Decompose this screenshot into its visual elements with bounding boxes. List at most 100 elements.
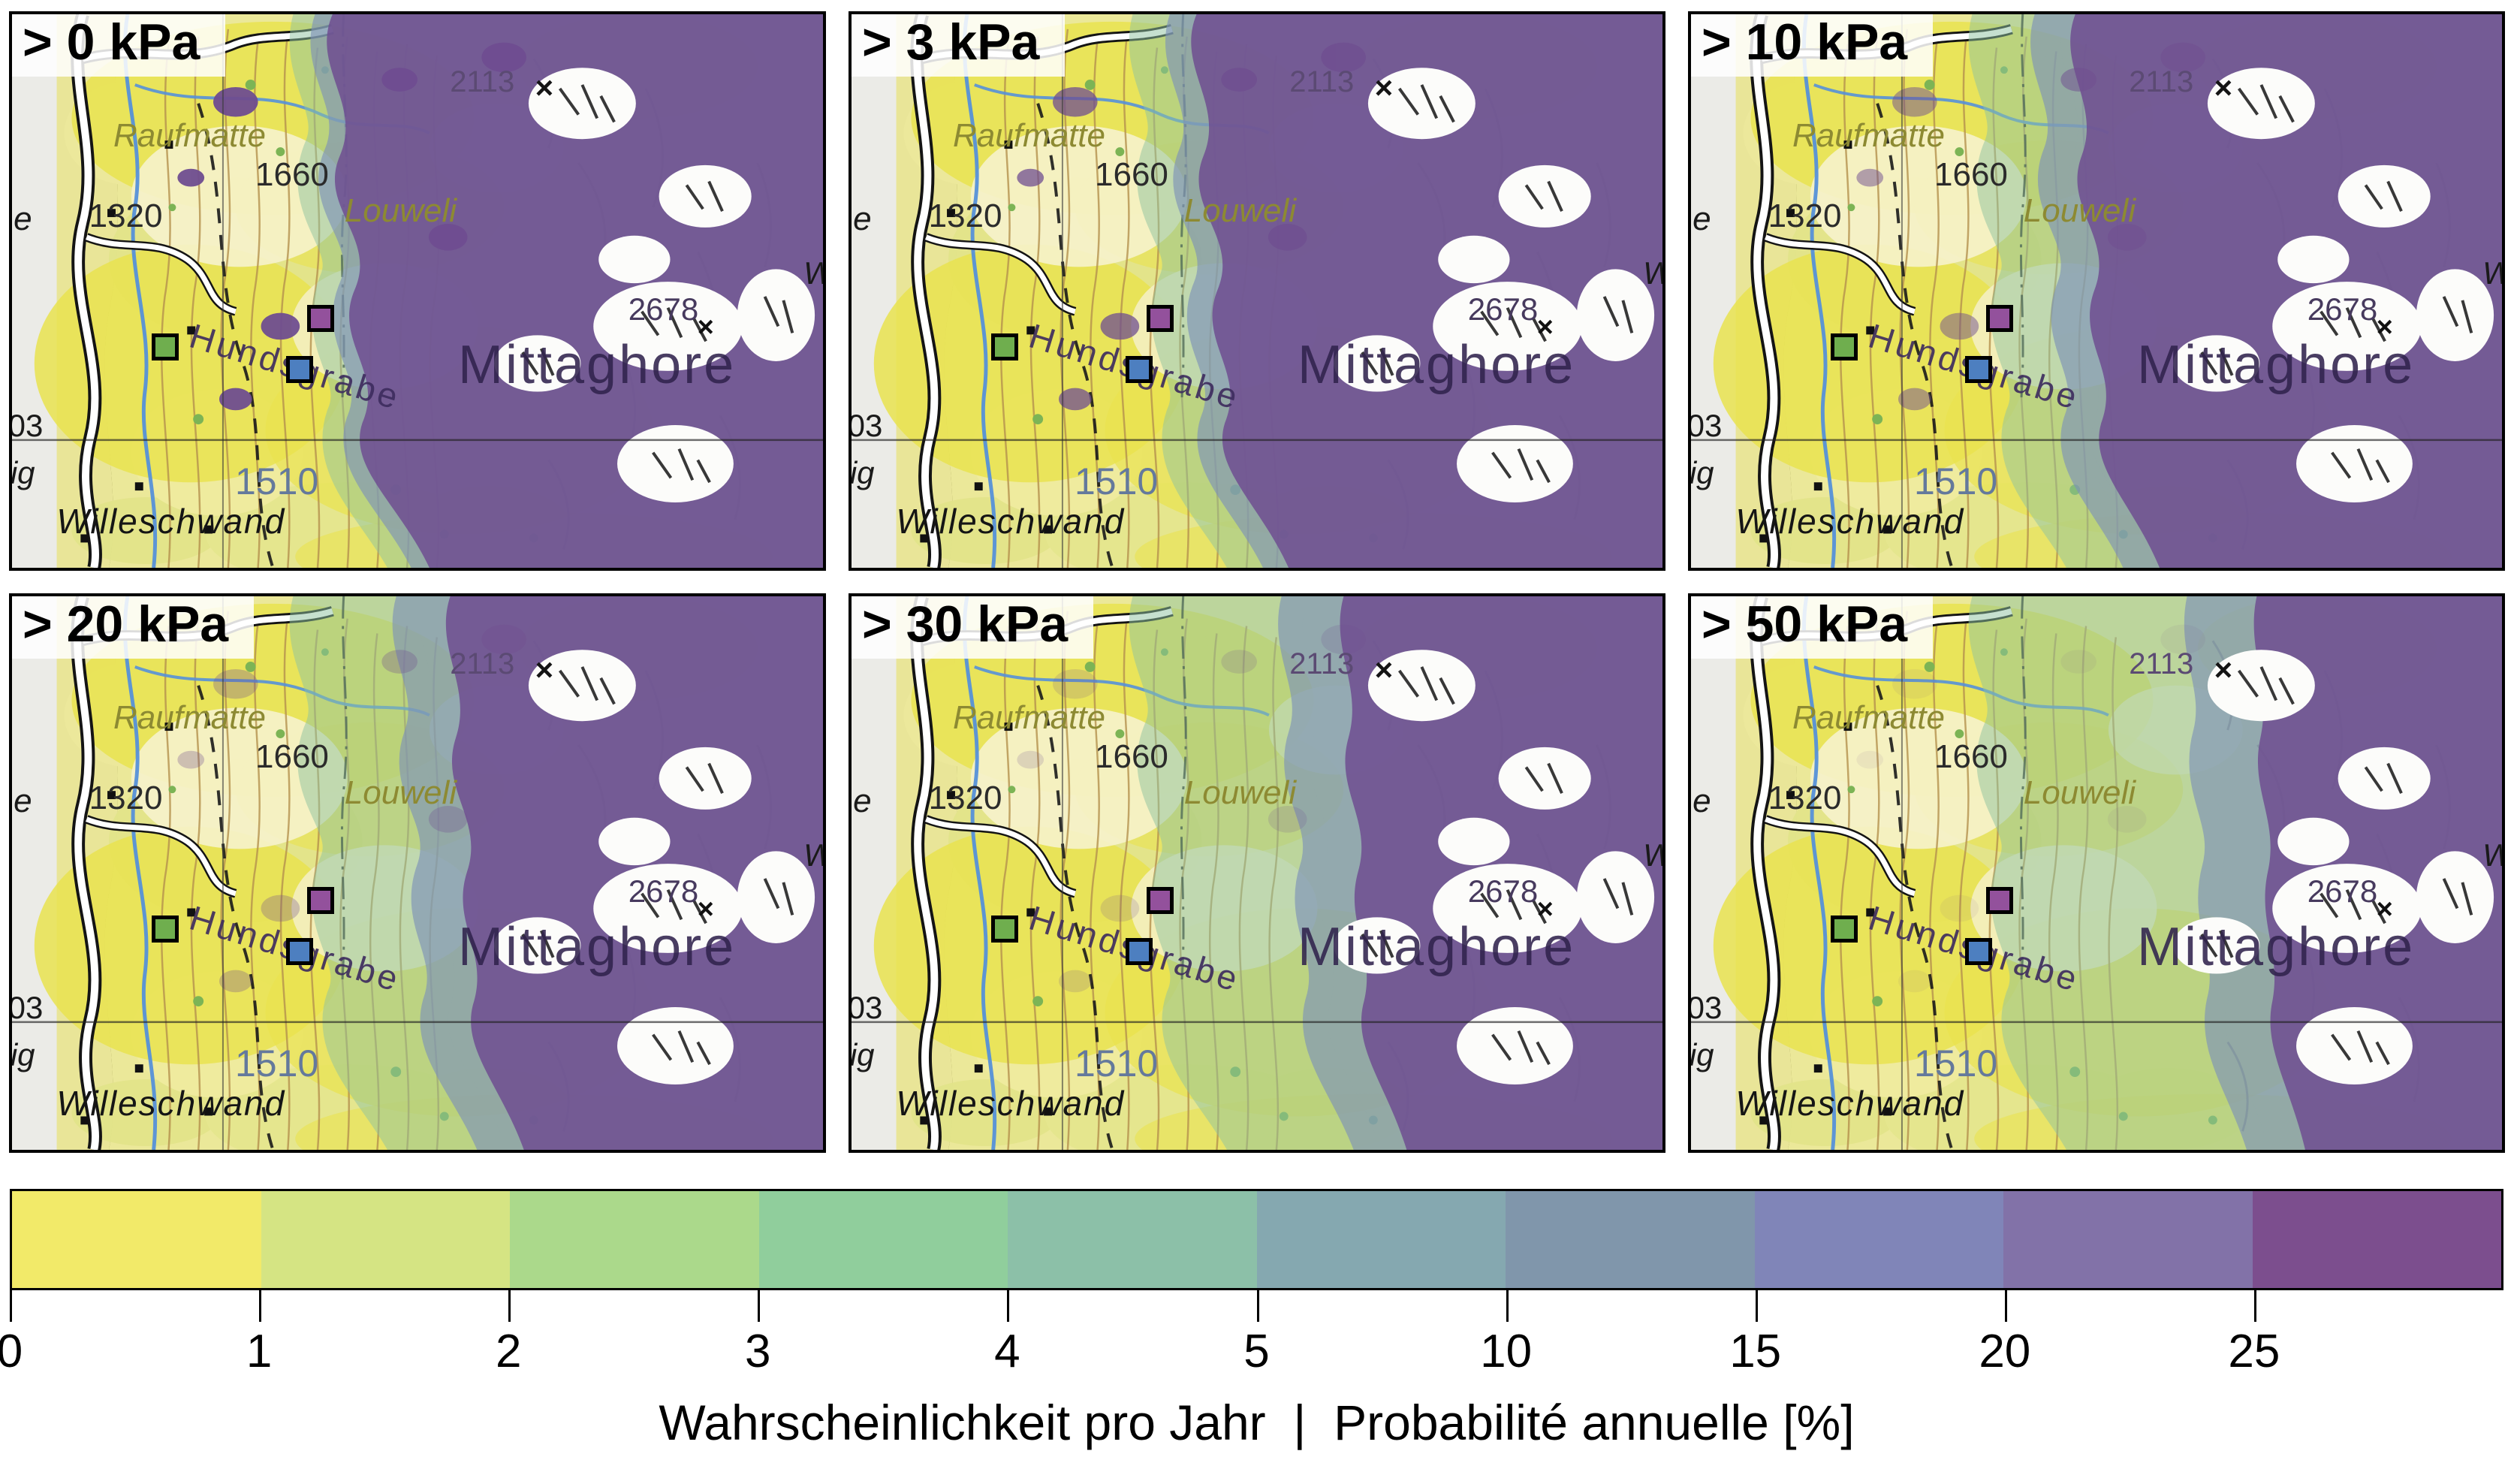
colorbar-tick-label: 10 [1480,1326,1533,1377]
summit-cross-icon: × [2214,70,2233,106]
colorbar-tick [1506,1290,1509,1322]
elevation-label-1320: 1320 [928,197,1002,234]
colorbar-tick [758,1290,761,1322]
elevation-label-1660: 1660 [255,155,329,193]
site-marker-blue [1126,356,1153,384]
edge-label-fragment-03: 03 [849,989,883,1025]
colorbar-tick [1007,1290,1010,1322]
elevation-label-2678: 2678 [2307,873,2378,909]
edge-label-fragment-w: W [803,840,823,871]
basemap-svg [12,596,823,1150]
edge-label-fragment-03: 03 [9,989,44,1025]
place-label-mittaghore: Mittaghore [1298,917,1576,978]
colorbar-tick [508,1290,511,1322]
colorbar-tick [2253,1290,2256,1322]
elevation-label-1660: 1660 [1934,738,2008,775]
colorbar-segment [2003,1191,2253,1288]
place-label-louweli: Louweli [1183,774,1297,811]
elevation-label-2678: 2678 [628,291,699,327]
panel-threshold-label: > 30 kPa [852,596,1094,659]
place-label-raufmatte: Raufmatte [113,117,266,155]
edge-label-fragment-e: e [853,782,872,819]
edge-label-fragment-w: W [1643,258,1662,289]
elevation-label-2113: 2113 [1289,647,1355,680]
colorbar-tick-label: 4 [994,1326,1020,1377]
colorbar-segment [1506,1191,1755,1288]
colorbar-segment [1754,1191,2003,1288]
colorbar-segment [510,1191,759,1288]
site-marker-blue [286,356,314,384]
map-panel-0: > 0 kPa 2113 × Raufmatte 1660 1320 Louwe… [9,11,826,571]
site-marker-green [152,915,179,943]
colorbar-tick-label: 15 [1729,1326,1782,1377]
colorbar-tick [10,1290,12,1322]
place-label-mittaghore: Mittaghore [2137,917,2416,978]
map-panel-5: > 50 kPa 2113 × Raufmatte 1660 1320 Louw… [1688,593,2505,1153]
colorbar-segment [261,1191,510,1288]
edge-label-fragment-ig: ig [1689,1036,1714,1072]
elevation-label-1320: 1320 [1768,197,1842,234]
summit-cross-icon: × [535,70,554,106]
edge-label-fragment-03: 03 [1688,989,1723,1025]
basemap-svg [12,14,823,568]
edge-label-fragment-ig: ig [849,1036,875,1072]
place-label-raufmatte: Raufmatte [113,699,266,737]
place-label-raufmatte: Raufmatte [1792,699,1945,737]
elevation-label-1660: 1660 [255,738,329,775]
colorbar-tick-label: 3 [745,1326,771,1377]
elevation-label-1320: 1320 [89,197,163,234]
edge-label-fragment-ig: ig [849,454,875,490]
panel-threshold-label: > 10 kPa [1691,14,1934,77]
elevation-label-2678: 2678 [1467,873,1539,909]
colorbar-tick [1755,1290,1758,1322]
elevation-label-1510: 1510 [235,460,319,502]
site-marker-blue [286,938,314,966]
summit-cross-icon: × [2214,652,2233,688]
panel-threshold-label: > 50 kPa [1691,596,1934,659]
place-label-raufmatte: Raufmatte [1792,117,1945,155]
site-marker-blue [1965,356,1993,384]
site-marker-purple [1147,886,1174,914]
elevation-label-2113: 2113 [2129,647,2194,680]
basemap-svg [1691,596,2502,1150]
site-marker-purple [307,304,335,332]
edge-label-fragment-03: 03 [849,407,883,443]
edge-label-fragment-e: e [1693,200,1711,237]
elevation-label-2113: 2113 [2129,65,2194,98]
site-marker-green [152,333,179,360]
site-marker-green [991,915,1019,943]
place-label-willeschwand: Willeschwand [56,1084,286,1124]
panel-threshold-label: > 20 kPa [12,596,255,659]
elevation-label-1660: 1660 [1095,155,1168,193]
colorbar-tick [1256,1290,1259,1322]
colorbar-segment [758,1191,1008,1288]
elevation-label-1510: 1510 [235,1042,319,1084]
place-label-willeschwand: Willeschwand [56,502,286,541]
panel-threshold-label: > 0 kPa [12,14,226,77]
colorbar-tick [2004,1290,2007,1322]
summit-cross-icon: × [1536,893,1554,925]
colorbar-tick-label: 2 [495,1326,522,1377]
elevation-label-1320: 1320 [928,779,1002,816]
edge-label-fragment-e: e [1693,782,1711,819]
elevation-label-1510: 1510 [1075,460,1159,502]
edge-label-fragment-w: W [803,258,823,289]
site-marker-blue [1126,938,1153,966]
place-label-willeschwand: Willeschwand [1735,1084,1965,1124]
elevation-label-2113: 2113 [450,65,515,98]
summit-cross-icon: × [1374,652,1394,688]
basemap-svg [852,596,1662,1150]
elevation-label-1320: 1320 [89,779,163,816]
edge-label-fragment-03: 03 [1688,407,1723,443]
site-marker-purple [1147,304,1174,332]
site-marker-green [991,333,1019,360]
map-panel-4: > 30 kPa 2113 × Raufmatte 1660 1320 Louw… [849,593,1665,1153]
colorbar-caption: Wahrscheinlichkeit pro Jahr | Probabilit… [659,1395,1855,1450]
elevation-label-2678: 2678 [1467,291,1539,327]
elevation-label-1510: 1510 [1914,1042,1998,1084]
colorbar-segment [1256,1191,1506,1288]
site-marker-purple [307,886,335,914]
elevation-label-2113: 2113 [1289,65,1355,98]
summit-cross-icon: × [1374,70,1394,106]
